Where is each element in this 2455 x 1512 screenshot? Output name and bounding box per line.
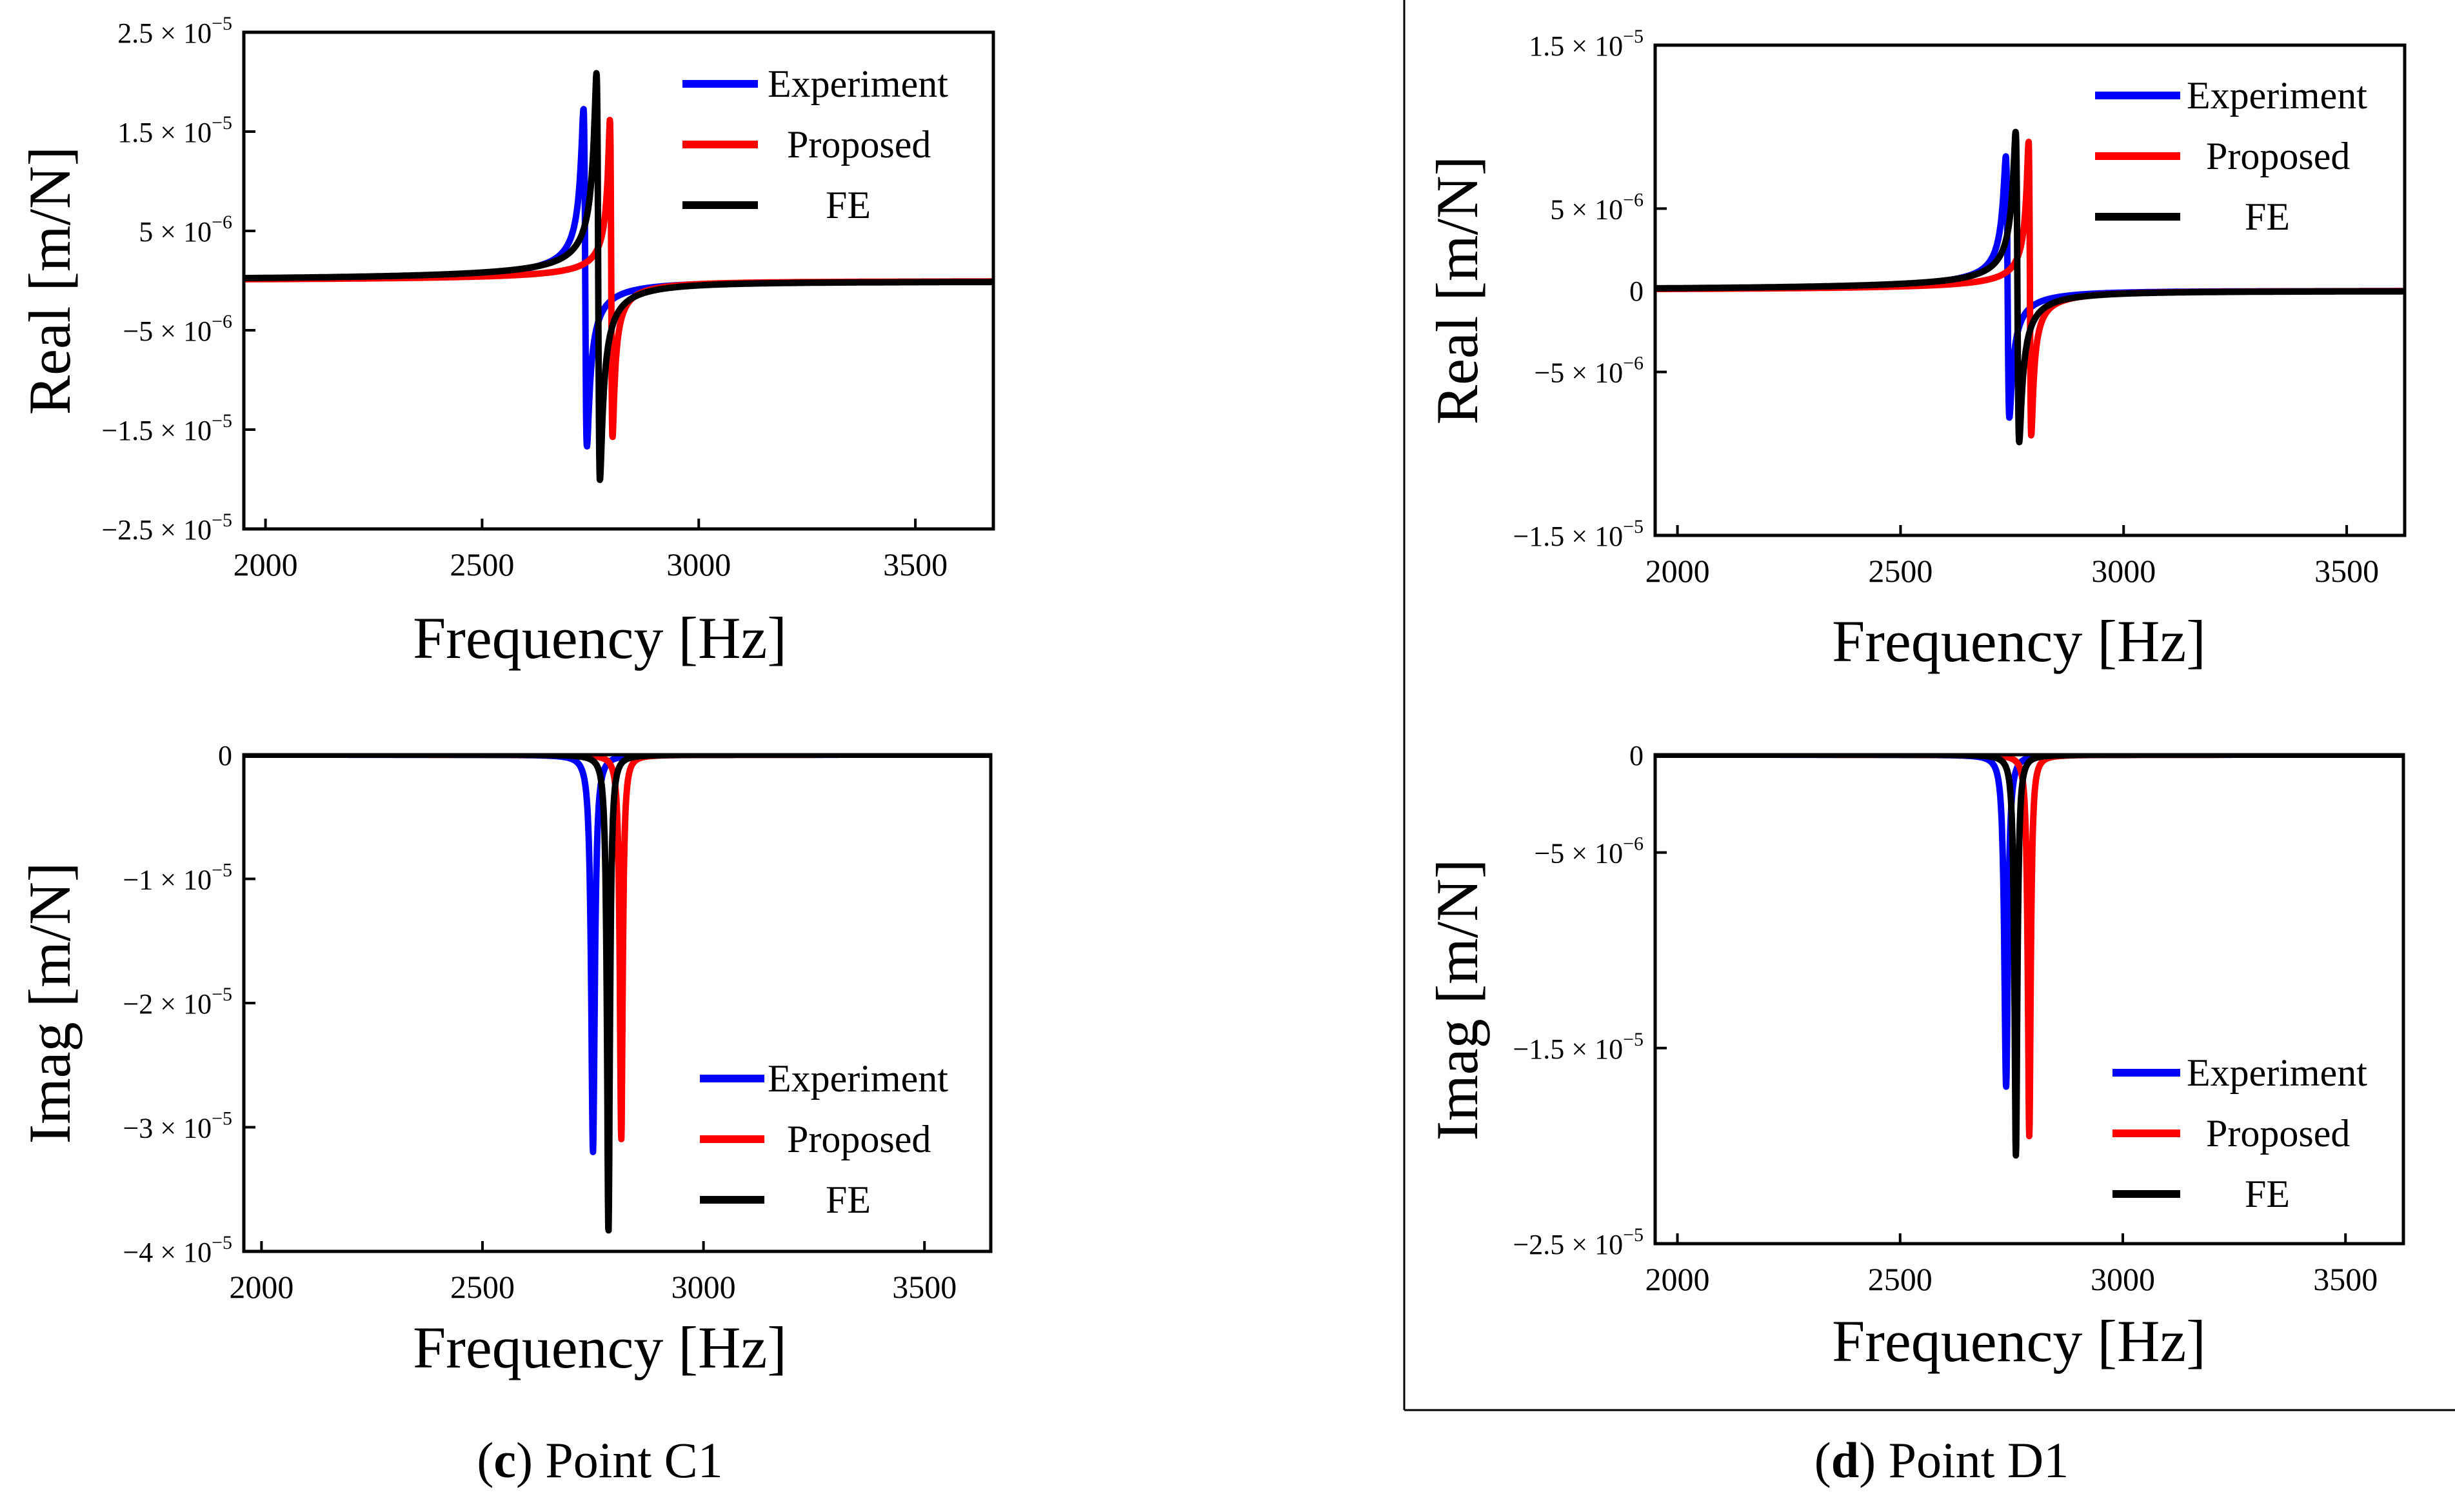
series-line-proposed bbox=[1655, 755, 2403, 1140]
legend-label-proposed: Proposed bbox=[787, 1118, 931, 1160]
x-tick-label: 2500 bbox=[450, 546, 514, 582]
y-axis-label: Real [m/N] bbox=[17, 146, 83, 415]
x-axis-label: Frequency [Hz] bbox=[1832, 608, 2206, 674]
x-axis-label: Frequency [Hz] bbox=[1832, 1308, 2206, 1374]
plots-container: 2.5 × 10−5 1.5 × 10−5 5 × 10−6 −5 × 10−6 −1.… bbox=[17, 13, 2407, 1380]
x-tick-label: 3500 bbox=[892, 1269, 957, 1305]
y-tick-label: −1.5 × 10−5 bbox=[1513, 516, 1644, 552]
series-line-fe bbox=[244, 755, 991, 1234]
legend-label-experiment: Experiment bbox=[2187, 1051, 2367, 1094]
series-group bbox=[1655, 128, 2405, 446]
x-tick-label: 3500 bbox=[2313, 1261, 2378, 1297]
legend-label-experiment: Experiment bbox=[768, 1057, 948, 1100]
legend-label-fe: FE bbox=[826, 1179, 871, 1221]
x-tick-label: 3000 bbox=[2091, 553, 2156, 589]
y-tick-label: −1 × 10−5 bbox=[123, 860, 232, 896]
legend: Experiment Proposed FE bbox=[682, 63, 948, 226]
x-tick-label: 2500 bbox=[1868, 1261, 1933, 1297]
y-tick-label: −1.5 × 10−5 bbox=[101, 410, 232, 446]
y-tick-label: 1.5 × 10−5 bbox=[117, 112, 232, 148]
x-tick-label: 2500 bbox=[1868, 553, 1933, 589]
y-tick-label: −5 × 10−6 bbox=[1534, 833, 1644, 870]
legend: Experiment Proposed FE bbox=[2095, 74, 2367, 238]
y-tick-label: −2 × 10−5 bbox=[123, 984, 232, 1020]
y-tick-label: 5 × 10−6 bbox=[1550, 189, 1644, 225]
y-tick-label: −5 × 10−6 bbox=[1534, 353, 1644, 389]
y-axis-label: Real [m/N] bbox=[1424, 156, 1490, 424]
y-tick-label: 2.5 × 10−5 bbox=[117, 13, 232, 49]
legend: Experiment Proposed FE bbox=[700, 1057, 948, 1221]
x-axis-label: Frequency [Hz] bbox=[413, 1315, 787, 1380]
series-line-proposed bbox=[244, 755, 991, 1142]
legend-label-fe: FE bbox=[826, 184, 871, 226]
x-axis-label: Frequency [Hz] bbox=[413, 605, 787, 671]
x-tick-label: 3000 bbox=[2091, 1261, 2155, 1297]
legend-label-fe: FE bbox=[2245, 195, 2290, 238]
y-tick-label: 5 × 10−6 bbox=[139, 212, 232, 248]
caption-c: (c) Point C1 bbox=[477, 1432, 722, 1488]
legend-label-proposed: Proposed bbox=[787, 123, 931, 166]
chart-d-real: 1.5 × 10−55 × 10−60−5 × 10−6−1.5 × 10−52… bbox=[1424, 26, 2407, 674]
y-tick-label: 0 bbox=[218, 740, 232, 771]
caption-d: (d) Point D1 bbox=[1814, 1432, 2069, 1488]
chart-c-imag: 0 −1 × 10−5 −2 × 10−5 −3 × 10−5 −4 × 10−5200… bbox=[17, 740, 993, 1380]
x-tick-label: 2000 bbox=[229, 1269, 293, 1305]
legend-label-proposed: Proposed bbox=[2206, 135, 2350, 177]
series-line-fe bbox=[244, 70, 993, 483]
x-tick-label: 2000 bbox=[234, 546, 298, 582]
series-group bbox=[1655, 755, 2403, 1159]
legend-label-experiment: Experiment bbox=[768, 63, 948, 105]
y-tick-label: −4 × 10−5 bbox=[123, 1232, 232, 1268]
y-tick-label: −1.5 × 10−5 bbox=[1513, 1029, 1644, 1065]
y-tick-label: −2.5 × 10−5 bbox=[1513, 1224, 1644, 1260]
legend: Experiment Proposed FE bbox=[2112, 1051, 2367, 1215]
plot-frame bbox=[1653, 753, 2405, 1246]
y-tick-label: −3 × 10−5 bbox=[123, 1108, 232, 1144]
y-tick-label: −5 × 10−6 bbox=[123, 311, 232, 347]
legend-label-fe: FE bbox=[2245, 1173, 2290, 1215]
y-tick-label: 1.5 × 10−5 bbox=[1529, 26, 1644, 62]
y-tick-label: 0 bbox=[1629, 740, 1644, 771]
y-axis-label: Imag [m/N] bbox=[1424, 859, 1490, 1141]
x-tick-label: 2500 bbox=[450, 1269, 515, 1305]
y-axis-label: Imag [m/N] bbox=[17, 862, 83, 1144]
chart-c-real: 2.5 × 10−5 1.5 × 10−5 5 × 10−6 −5 × 10−6 −1.… bbox=[17, 13, 995, 671]
x-tick-label: 2000 bbox=[1645, 553, 1710, 589]
x-tick-label: 3000 bbox=[671, 1269, 736, 1305]
legend-label-proposed: Proposed bbox=[2206, 1112, 2350, 1155]
series-line-fe bbox=[1655, 128, 2405, 446]
plot-frame bbox=[242, 30, 995, 531]
x-tick-label: 2000 bbox=[1645, 1261, 1710, 1297]
x-tick-label: 3000 bbox=[666, 546, 731, 582]
y-tick-label: −2.5 × 10−5 bbox=[101, 510, 232, 546]
x-tick-label: 3500 bbox=[883, 546, 948, 582]
y-tick-label: 0 bbox=[1629, 275, 1644, 307]
series-group bbox=[244, 70, 993, 483]
series-line-fe bbox=[1655, 755, 2403, 1159]
x-tick-label: 3500 bbox=[2314, 553, 2379, 589]
legend-label-experiment: Experiment bbox=[2187, 74, 2367, 117]
